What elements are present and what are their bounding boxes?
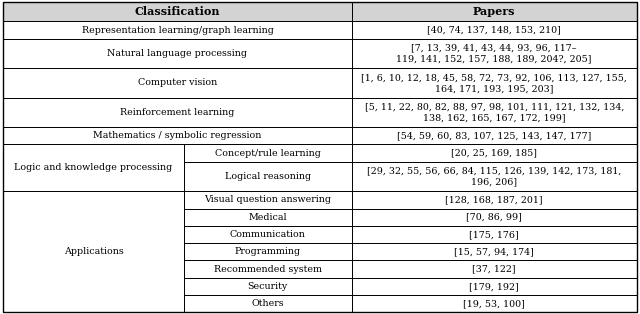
Bar — [352, 295, 637, 312]
Bar — [352, 208, 637, 226]
Text: Visual question answering: Visual question answering — [204, 195, 332, 204]
Bar — [184, 278, 352, 295]
Bar — [352, 144, 637, 162]
Bar — [184, 208, 352, 226]
Bar — [352, 162, 637, 191]
Bar — [3, 21, 352, 39]
Bar — [3, 144, 184, 191]
Text: Logical reasoning: Logical reasoning — [225, 172, 311, 181]
Text: [19, 53, 100]: [19, 53, 100] — [463, 299, 525, 308]
Bar — [184, 144, 352, 162]
Bar — [352, 98, 637, 127]
Bar — [352, 21, 637, 39]
Bar — [352, 261, 637, 278]
Bar — [352, 68, 637, 98]
Text: Concept/rule learning: Concept/rule learning — [215, 149, 321, 158]
Text: [175, 176]: [175, 176] — [469, 230, 519, 239]
Bar — [3, 2, 352, 21]
Text: Recommended system: Recommended system — [214, 265, 322, 273]
Bar — [184, 226, 352, 243]
Text: Programming: Programming — [235, 247, 301, 256]
Bar — [184, 191, 352, 208]
Text: [1, 6, 10, 12, 18, 45, 58, 72, 73, 92, 106, 113, 127, 155,
164, 171, 193, 195, 2: [1, 6, 10, 12, 18, 45, 58, 72, 73, 92, 1… — [362, 73, 627, 93]
Text: [37, 122]: [37, 122] — [472, 265, 516, 273]
Bar — [3, 39, 352, 68]
Bar — [352, 226, 637, 243]
Bar — [352, 191, 637, 208]
Bar — [184, 162, 352, 191]
Text: [54, 59, 60, 83, 107, 125, 143, 147, 177]: [54, 59, 60, 83, 107, 125, 143, 147, 177… — [397, 131, 591, 140]
Text: Others: Others — [252, 299, 284, 308]
Text: [179, 192]: [179, 192] — [469, 282, 519, 291]
Bar — [352, 2, 637, 21]
Text: [70, 86, 99]: [70, 86, 99] — [467, 213, 522, 222]
Text: Applications: Applications — [63, 247, 124, 256]
Text: [29, 32, 55, 56, 66, 84, 115, 126, 139, 142, 173, 181,
196, 206]: [29, 32, 55, 56, 66, 84, 115, 126, 139, … — [367, 166, 621, 187]
Text: Representation learning/graph learning: Representation learning/graph learning — [81, 26, 273, 35]
Text: [5, 11, 22, 80, 82, 88, 97, 98, 101, 111, 121, 132, 134,
138, 162, 165, 167, 172: [5, 11, 22, 80, 82, 88, 97, 98, 101, 111… — [365, 102, 624, 122]
Bar — [184, 243, 352, 261]
Text: Natural language processing: Natural language processing — [108, 49, 248, 58]
Text: [7, 13, 39, 41, 43, 44, 93, 96, 117–
119, 141, 152, 157, 188, 189, 204?, 205]: [7, 13, 39, 41, 43, 44, 93, 96, 117– 119… — [397, 43, 592, 63]
Bar — [352, 39, 637, 68]
Text: Reinforcement learning: Reinforcement learning — [120, 108, 235, 117]
Text: Classification: Classification — [134, 6, 220, 17]
Text: [40, 74, 137, 148, 153, 210]: [40, 74, 137, 148, 153, 210] — [428, 26, 561, 35]
Bar — [184, 295, 352, 312]
Bar — [3, 68, 352, 98]
Text: Computer vision: Computer vision — [138, 78, 217, 88]
Bar — [184, 261, 352, 278]
Bar — [3, 98, 352, 127]
Bar — [3, 127, 352, 144]
Text: [128, 168, 187, 201]: [128, 168, 187, 201] — [445, 195, 543, 204]
Text: Papers: Papers — [473, 6, 515, 17]
Text: Mathematics / symbolic regression: Mathematics / symbolic regression — [93, 131, 262, 140]
Bar — [352, 278, 637, 295]
Bar — [352, 243, 637, 261]
Bar — [352, 127, 637, 144]
Text: Security: Security — [248, 282, 288, 291]
Text: Communication: Communication — [230, 230, 306, 239]
Text: Medical: Medical — [248, 213, 287, 222]
Text: Logic and knowledge processing: Logic and knowledge processing — [14, 163, 173, 172]
Bar — [3, 191, 184, 312]
Text: [15, 57, 94, 174]: [15, 57, 94, 174] — [454, 247, 534, 256]
Text: [20, 25, 169, 185]: [20, 25, 169, 185] — [451, 149, 537, 158]
